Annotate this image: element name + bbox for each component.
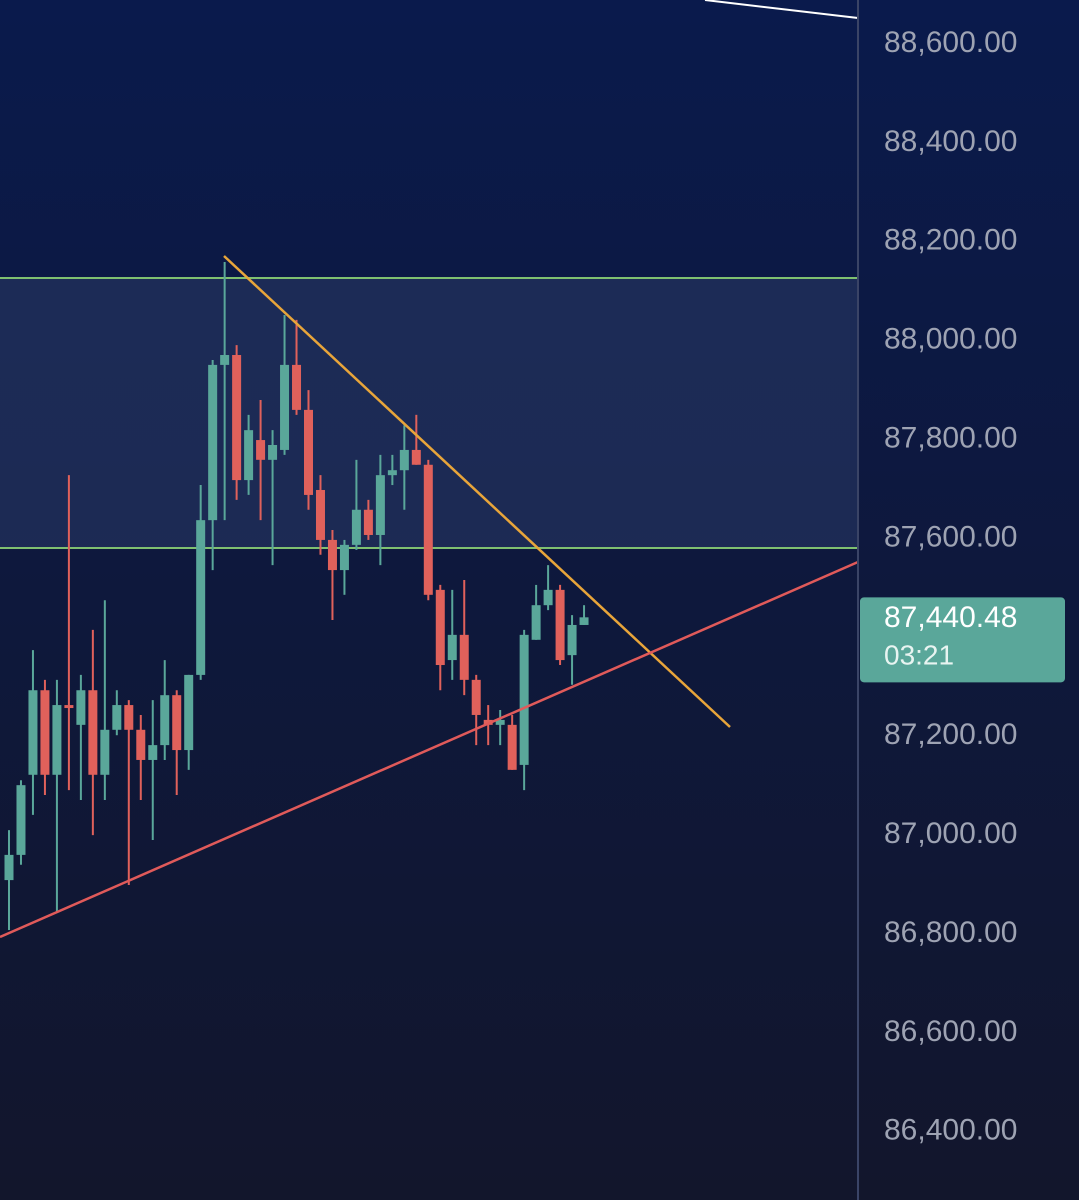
candle-body (184, 674, 194, 751)
candle-body (124, 705, 134, 730)
candle-body (531, 605, 541, 640)
candle-body (447, 634, 457, 661)
y-tick-label: 87,600.00 (884, 520, 1017, 553)
candle-body (304, 409, 313, 495)
candle-body (172, 695, 182, 751)
candle-body (268, 444, 278, 460)
candle-body (495, 719, 505, 725)
candle-body (375, 475, 385, 535)
candle-body (399, 449, 409, 471)
candle-body (555, 589, 565, 661)
countdown: 03:21 (884, 640, 954, 671)
candle-body (136, 729, 146, 760)
candle-body (351, 509, 361, 545)
candle-body (411, 449, 421, 465)
candle-body (256, 440, 266, 460)
candle-body (100, 729, 110, 775)
candle-body (4, 854, 14, 881)
drawings (0, 255, 859, 939)
price-label-box (860, 597, 1065, 683)
candle-body (232, 355, 242, 481)
candle-body (280, 364, 290, 450)
candle-body (363, 509, 373, 535)
candle-body (327, 539, 337, 571)
candle-body (148, 745, 158, 760)
candle-body (160, 695, 170, 746)
candle-body (220, 355, 230, 365)
candle-body (16, 785, 26, 855)
candle-body (567, 624, 577, 656)
candle-body (112, 705, 122, 730)
y-tick-label: 86,400.00 (884, 1114, 1017, 1147)
y-tick-label: 87,200.00 (884, 718, 1017, 751)
y-tick-label: 87,800.00 (884, 421, 1017, 454)
candle-body (52, 705, 62, 775)
resistance-line (223, 255, 731, 728)
candle-body (423, 464, 433, 595)
y-tick-label: 88,600.00 (884, 26, 1017, 59)
price-label: 87,440.48 (884, 601, 1017, 634)
candle-body (543, 589, 553, 606)
candle-body (519, 634, 529, 765)
candles (4, 262, 589, 931)
price-axis: 88,600.00 88,400.00 88,200.00 88,000.00 87,8… (860, 26, 1065, 1147)
y-tick-label: 88,000.00 (884, 323, 1017, 356)
candle-body (244, 430, 254, 481)
candle-body (387, 470, 397, 476)
candle-body (459, 634, 469, 680)
trend-line (704, 0, 859, 19)
candle-body (339, 544, 349, 571)
candle-body (40, 690, 50, 775)
support-line (0, 560, 859, 939)
candle-body (76, 690, 86, 725)
y-tick-label: 88,200.00 (884, 224, 1017, 257)
candle-body (507, 724, 517, 770)
candle-body (471, 679, 481, 715)
candle-body (196, 520, 206, 675)
candle-body (292, 364, 302, 410)
candle-body (208, 364, 218, 521)
candle-body (435, 589, 445, 666)
y-tick-label: 87,000.00 (884, 817, 1017, 850)
y-tick-label: 88,400.00 (884, 125, 1017, 158)
candle-body (28, 690, 38, 775)
candle-body (88, 690, 98, 775)
y-tick-label: 86,800.00 (884, 916, 1017, 949)
candle-body (64, 705, 74, 709)
candle-body (315, 489, 325, 540)
y-tick-label: 86,600.00 (884, 1015, 1017, 1048)
candle-body (579, 617, 589, 625)
